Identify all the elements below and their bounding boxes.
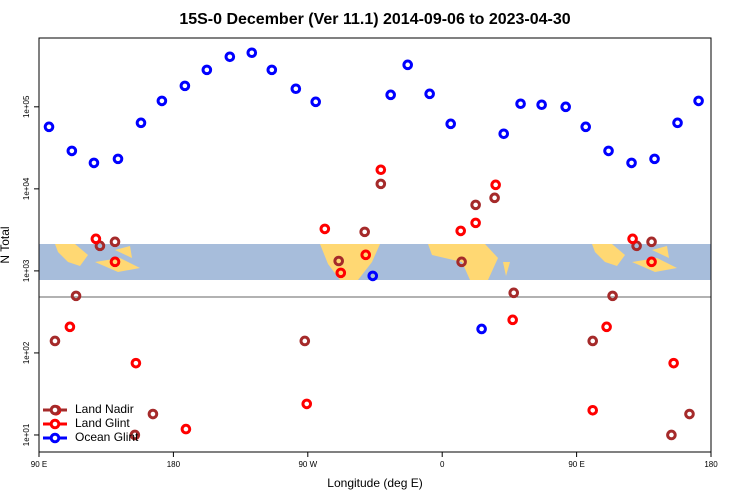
point bbox=[64, 321, 76, 333]
y-tick-label: 1e+03 bbox=[22, 259, 31, 282]
point bbox=[109, 236, 121, 248]
point bbox=[668, 357, 679, 369]
point bbox=[360, 249, 372, 261]
point bbox=[385, 89, 396, 101]
point bbox=[180, 423, 192, 435]
legend-marker bbox=[49, 404, 61, 416]
point bbox=[367, 270, 379, 282]
point bbox=[560, 101, 571, 113]
point bbox=[402, 59, 414, 71]
point bbox=[310, 96, 322, 108]
x-tick-label: 180 bbox=[167, 460, 181, 469]
point bbox=[646, 256, 657, 268]
legend-label: Land Glint bbox=[75, 416, 130, 430]
point bbox=[201, 64, 213, 76]
point bbox=[515, 98, 526, 110]
point bbox=[627, 233, 638, 245]
point bbox=[424, 88, 435, 100]
x-tick-label: 90 E bbox=[568, 460, 584, 469]
y-tick-label: 1e+02 bbox=[22, 341, 31, 364]
point bbox=[456, 256, 467, 268]
point bbox=[179, 80, 191, 92]
point bbox=[66, 145, 78, 157]
y-tick-label: 1e+01 bbox=[22, 423, 31, 446]
point bbox=[649, 153, 660, 165]
point bbox=[587, 335, 599, 347]
x-tick-label: 90 E bbox=[31, 460, 47, 469]
point bbox=[626, 157, 637, 169]
point bbox=[335, 267, 347, 279]
point bbox=[319, 223, 331, 235]
point bbox=[88, 157, 100, 169]
point bbox=[666, 429, 677, 441]
point bbox=[156, 95, 168, 107]
point bbox=[333, 255, 345, 267]
point bbox=[603, 145, 614, 157]
point bbox=[489, 192, 500, 204]
point bbox=[49, 335, 61, 347]
point bbox=[90, 233, 102, 245]
point bbox=[508, 287, 520, 299]
x-tick-label: 0 bbox=[440, 460, 445, 469]
point bbox=[693, 95, 704, 107]
x-tick-label: 180 bbox=[704, 460, 718, 469]
point bbox=[299, 335, 311, 347]
point bbox=[601, 321, 612, 333]
point bbox=[301, 398, 313, 410]
point bbox=[445, 118, 457, 130]
point bbox=[490, 179, 501, 191]
point bbox=[266, 64, 278, 76]
point bbox=[536, 99, 547, 111]
point bbox=[607, 290, 618, 302]
point bbox=[224, 51, 236, 63]
point bbox=[587, 404, 599, 416]
point bbox=[147, 408, 159, 420]
point bbox=[112, 153, 124, 165]
point bbox=[470, 217, 481, 229]
point bbox=[246, 47, 258, 59]
point bbox=[130, 357, 142, 369]
point bbox=[476, 323, 487, 335]
point bbox=[359, 226, 370, 238]
point bbox=[646, 236, 657, 248]
legend-label: Ocean Glint bbox=[75, 430, 139, 444]
point bbox=[507, 314, 518, 326]
point bbox=[109, 256, 121, 268]
legend-label: Land Nadir bbox=[75, 402, 134, 416]
legend-marker bbox=[49, 418, 61, 430]
y-tick-label: 1e+04 bbox=[22, 177, 31, 200]
point bbox=[498, 128, 510, 140]
plot-frame bbox=[38, 37, 712, 453]
legend-marker bbox=[49, 432, 61, 444]
point bbox=[43, 121, 55, 133]
y-tick-label: 1e+05 bbox=[22, 95, 31, 118]
point bbox=[375, 178, 387, 190]
point bbox=[129, 429, 141, 441]
point bbox=[684, 408, 695, 420]
point bbox=[375, 164, 387, 176]
point bbox=[470, 199, 481, 211]
chart-title: 15S-0 December (Ver 11.1) 2014-09-06 to … bbox=[179, 11, 570, 28]
x-axis-label: Longitude (deg E) bbox=[327, 476, 422, 490]
point bbox=[672, 117, 683, 129]
y-axis-label: N Total bbox=[0, 226, 12, 263]
point bbox=[455, 225, 467, 237]
point bbox=[70, 290, 82, 302]
x-tick-label: 90 W bbox=[298, 460, 317, 469]
point bbox=[290, 83, 302, 95]
point bbox=[580, 121, 592, 133]
point bbox=[135, 117, 147, 129]
